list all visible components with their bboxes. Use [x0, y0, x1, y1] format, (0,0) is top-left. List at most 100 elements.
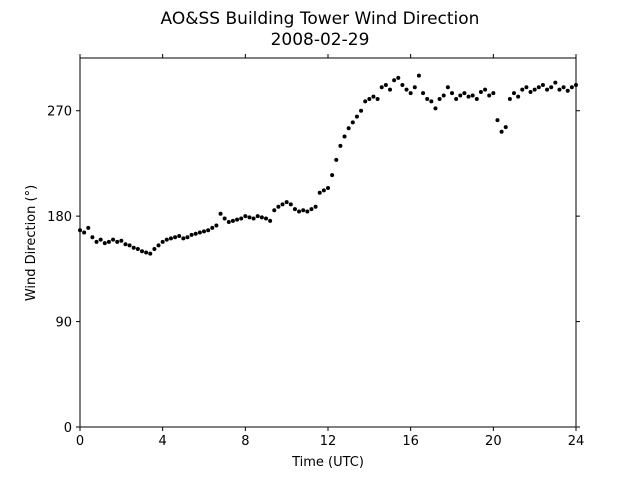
data-point [478, 89, 483, 94]
data-point [549, 85, 554, 90]
chart-title: AO&SS Building Tower Wind Direction [161, 9, 480, 29]
data-point [102, 241, 107, 246]
data-point [491, 91, 496, 96]
data-point [536, 85, 541, 90]
data-point [441, 93, 446, 98]
data-point [123, 242, 128, 247]
data-point [396, 75, 401, 80]
data-point [119, 238, 124, 243]
data-point [404, 87, 409, 92]
data-point [499, 129, 504, 134]
data-point [342, 134, 347, 139]
data-point [292, 207, 297, 212]
data-point [363, 99, 368, 104]
data-point [247, 215, 252, 220]
data-point [354, 114, 359, 119]
data-point [235, 217, 240, 222]
data-point [561, 85, 566, 90]
data-point [230, 218, 235, 223]
x-tick-label: 8 [241, 434, 249, 449]
data-point [359, 108, 364, 113]
data-point [388, 87, 392, 92]
y-tick-label: 90 [55, 316, 72, 331]
data-point [115, 239, 120, 244]
data-point [495, 118, 500, 123]
data-point [156, 243, 161, 248]
data-point [189, 232, 194, 237]
data-point [317, 190, 322, 195]
x-tick-label: 24 [568, 434, 585, 449]
data-point [524, 85, 529, 90]
data-point [416, 73, 421, 78]
data-point [454, 97, 459, 101]
data-point [193, 231, 198, 236]
data-point [338, 143, 343, 148]
data-point [185, 235, 190, 240]
data-point [239, 216, 244, 221]
data-point [528, 89, 533, 94]
data-point [140, 249, 144, 254]
plot-frame [79, 57, 577, 428]
y-axis-label: Wind Direction (°) [24, 185, 39, 301]
data-point [371, 94, 376, 99]
data-point [131, 245, 136, 250]
data-point [557, 87, 562, 92]
data-point [565, 88, 570, 93]
data-point [152, 246, 157, 251]
data-point [462, 91, 467, 96]
data-point [569, 85, 574, 90]
data-point [272, 208, 277, 213]
data-point [326, 186, 330, 191]
data-point [540, 82, 545, 87]
data-point [367, 97, 372, 101]
data-point [160, 239, 165, 244]
data-point [516, 94, 521, 99]
data-point [264, 216, 268, 221]
data-point [429, 99, 434, 104]
data-point [470, 93, 475, 98]
data-point [288, 202, 293, 207]
data-point [437, 97, 442, 101]
x-tick-label: 4 [159, 434, 167, 449]
data-point [255, 214, 260, 219]
data-point [94, 239, 99, 244]
data-point [173, 235, 178, 240]
data-point [276, 204, 281, 209]
data-point [90, 235, 95, 240]
data-point [106, 239, 111, 244]
data-point [259, 215, 264, 220]
data-point [297, 209, 302, 214]
data-point [197, 230, 202, 235]
data-point [425, 97, 430, 101]
data-point [148, 251, 153, 256]
data-point [450, 91, 454, 96]
data-point [202, 229, 206, 234]
data-point [181, 236, 186, 241]
data-point [334, 157, 339, 162]
data-point [135, 246, 140, 251]
data-point [206, 228, 211, 233]
data-point [284, 200, 289, 205]
data-point [483, 87, 488, 92]
y-tick-label: 0 [64, 421, 72, 436]
y-tick-label: 180 [47, 210, 72, 225]
data-point [86, 225, 91, 230]
data-point [177, 234, 182, 239]
data-point [408, 91, 413, 96]
data-point [111, 237, 116, 242]
data-point [164, 237, 169, 242]
data-point [168, 236, 173, 241]
x-tick-label: 16 [402, 434, 419, 449]
data-point [309, 207, 314, 212]
data-point [82, 230, 87, 235]
data-point [321, 188, 326, 193]
data-point [243, 214, 248, 219]
chart-subtitle: 2008-02-29 [271, 30, 370, 50]
x-tick-label: 0 [76, 434, 84, 449]
data-point [532, 87, 537, 92]
data-point [412, 85, 417, 90]
data-point [127, 243, 132, 248]
data-point [301, 208, 306, 213]
